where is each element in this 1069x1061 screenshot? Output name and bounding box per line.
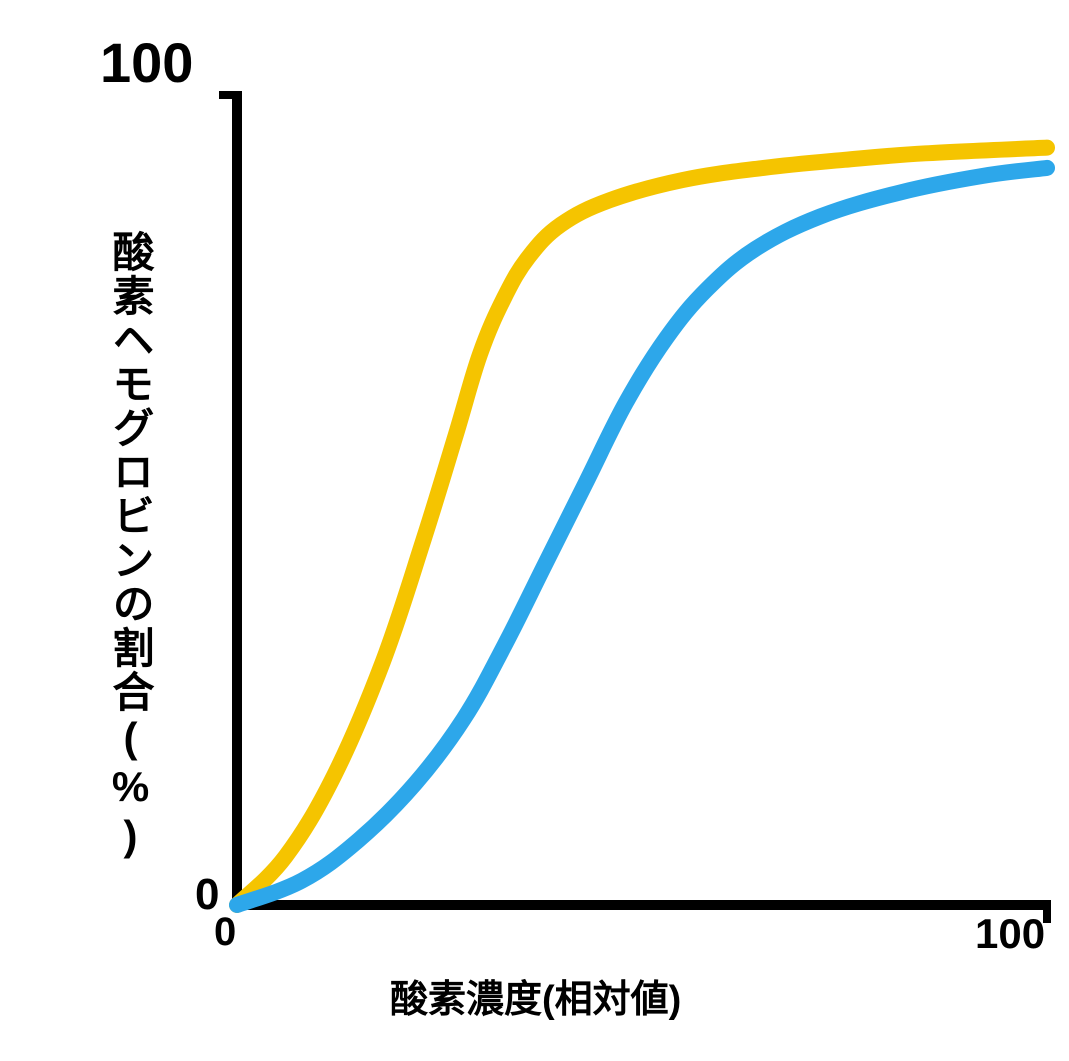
axes <box>219 91 1051 923</box>
curve-right <box>237 168 1047 905</box>
x-axis-max-label: 100 <box>975 910 1045 958</box>
x-axis-zero-label: 0 <box>214 910 236 955</box>
y-axis-title: 酸素ヘモグロビンの割合(%) <box>100 230 161 861</box>
y-axis-max-label: 100 <box>100 30 193 95</box>
chart-container: 100 酸素ヘモグロビンの割合(%) 0 0 100 酸素濃度(相対値) <box>0 0 1069 1061</box>
x-axis-title: 酸素濃度(相対値) <box>390 968 681 1023</box>
curve-left <box>237 148 1047 905</box>
series <box>237 148 1047 905</box>
